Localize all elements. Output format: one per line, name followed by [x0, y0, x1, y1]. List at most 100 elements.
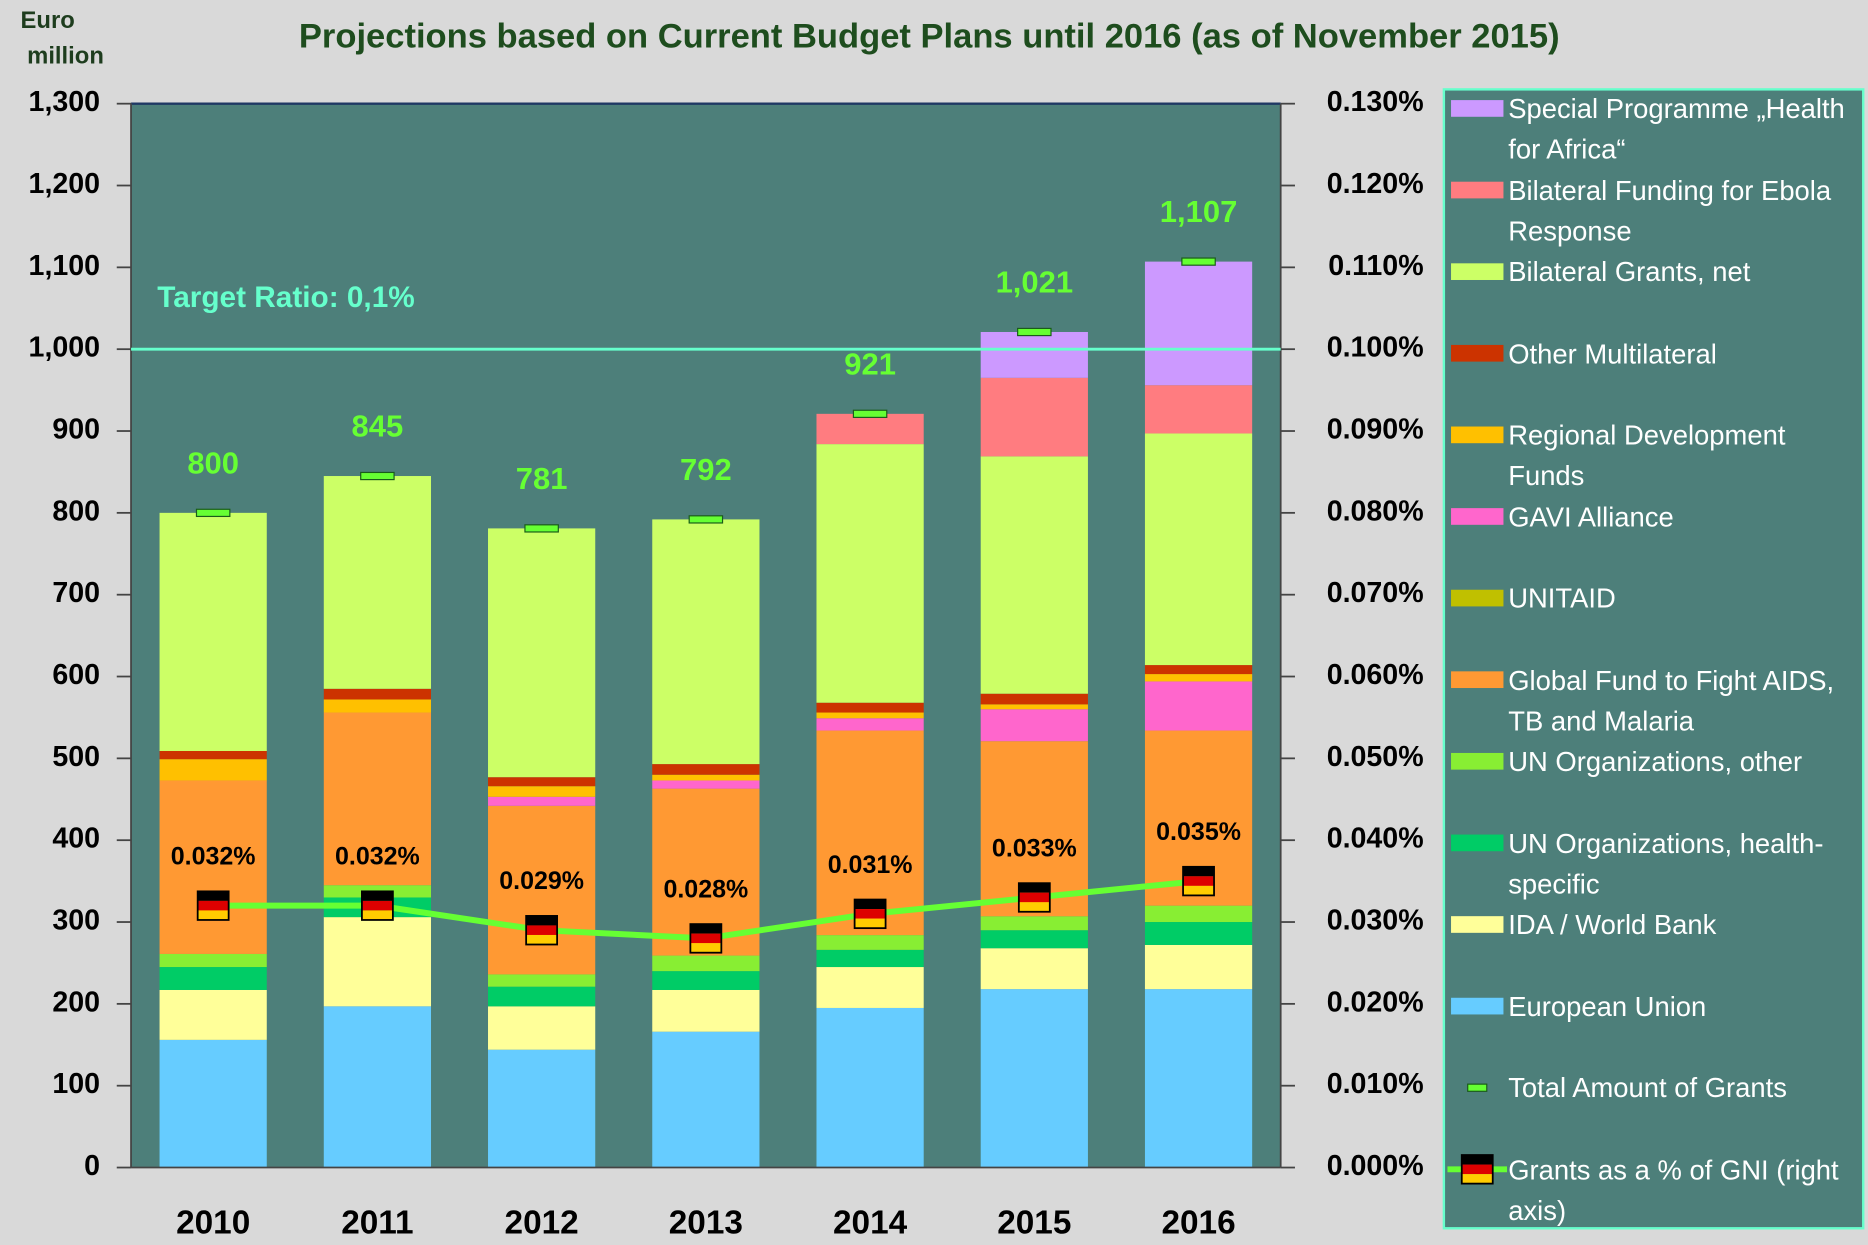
bar-segment [488, 528, 596, 778]
bar-segment [980, 704, 1088, 710]
legend-label: Grants as a % of GNI (right axis) [1508, 1153, 1839, 1226]
y-tick-label: 1,100 [29, 250, 101, 282]
flag-border [361, 890, 394, 921]
y2-tick-label: 0.090% [1327, 414, 1424, 446]
legend-entry: UNITAID [1508, 582, 1616, 614]
legend-swatch [1451, 508, 1504, 525]
bar-segment [980, 709, 1088, 742]
bar-segment [488, 805, 596, 975]
legend-swatch [1451, 997, 1504, 1015]
flag-black [197, 891, 229, 901]
flag-border [1182, 865, 1215, 897]
total-label: 845 [352, 409, 404, 444]
legend-entry: UN Organizations, other [1508, 745, 1803, 777]
flag-red [1461, 1164, 1493, 1175]
gni-label: 0.031% [828, 851, 913, 879]
total-marker [852, 409, 888, 419]
legend-label: GAVI Alliance [1508, 500, 1674, 532]
y2-tick-label: 0.110% [1328, 250, 1423, 282]
y2-tick-label: 0.100% [1327, 332, 1424, 364]
bar-segment [1144, 674, 1253, 682]
flag-black [361, 891, 393, 901]
legend-entry: IDA / World Bank [1508, 909, 1716, 940]
legend-label: Global Fund to Fight AIDS, TB and Malari… [1508, 664, 1835, 736]
bar-segment [1144, 433, 1253, 666]
bar-segment [652, 764, 760, 775]
gni-marker [689, 923, 723, 954]
legend-swatch [1467, 1083, 1488, 1092]
y2-tick-label: 0.040% [1327, 823, 1424, 855]
legend-swatch [1451, 100, 1504, 117]
legend-label: UN Organizations, other [1508, 745, 1803, 777]
flag-red [197, 900, 229, 911]
bar-segment [816, 444, 924, 703]
y2-tick-label: 0.060% [1327, 659, 1424, 691]
total-label: 921 [844, 346, 896, 381]
bar-segment [980, 930, 1088, 949]
x-tick-label: 2011 [341, 1205, 413, 1242]
total-marker [360, 471, 395, 481]
bar-segment [488, 986, 596, 1007]
total-marker [524, 524, 559, 533]
legend-swatch [1451, 426, 1504, 444]
gni-label: 0.035% [1156, 818, 1241, 846]
y-tick-label: 1,200 [29, 168, 101, 200]
total-label: 1,021 [996, 265, 1074, 300]
flag-red [1018, 892, 1050, 903]
bar-segment [1144, 922, 1253, 945]
chart-title: Projections based on Current Budget Plan… [299, 17, 1560, 55]
bar-segment [323, 688, 432, 700]
total-marker [1181, 257, 1216, 266]
legend-swatch [1451, 344, 1504, 362]
legend-label: Regional Development Funds [1508, 419, 1786, 491]
bar-segment [816, 712, 924, 719]
bar-segment [159, 780, 267, 954]
bar-segment [323, 712, 432, 886]
bar-segment [980, 916, 1088, 931]
flag-gold [690, 943, 722, 953]
flag-red [361, 900, 393, 911]
flag-red [526, 925, 558, 935]
legend-entry: Special Programme „Health for Africa“ [1508, 93, 1845, 164]
bar-segment [980, 989, 1088, 1168]
y-tick-label: 100 [52, 1068, 100, 1100]
bar-segment [488, 1006, 596, 1050]
bar-segment [323, 917, 432, 1007]
bar-segment [1144, 681, 1253, 731]
bar-segment [159, 967, 267, 990]
bar-segment [980, 331, 1088, 378]
bar-segment [488, 1049, 596, 1168]
x-tick-label: 2010 [176, 1205, 250, 1242]
x-tick-label: 2014 [833, 1205, 908, 1242]
total-label: 1,107 [1160, 194, 1238, 229]
legend-label: Total Amount of Grants [1508, 1072, 1787, 1104]
bar-segment [816, 967, 924, 1008]
bar-segment [488, 974, 596, 987]
legend-swatch [1451, 589, 1504, 607]
bar-segment [488, 786, 596, 797]
y2-tick-label: 0.000% [1327, 1150, 1424, 1182]
bar-segment [816, 935, 924, 950]
gni-label: 0.032% [335, 843, 420, 871]
y-axis-label: Euro [21, 7, 75, 34]
y2-tick-label: 0.080% [1327, 495, 1424, 527]
bar-segment [159, 750, 267, 760]
total-label: 800 [187, 445, 239, 480]
legend-label: Other Multilateral [1508, 337, 1717, 369]
y-axis-label: million [27, 43, 104, 70]
x-tick-label: 2012 [505, 1205, 579, 1242]
y-tick-label: 500 [52, 741, 100, 773]
legend-entry: GAVI Alliance [1508, 500, 1674, 532]
legend-swatch [1451, 916, 1504, 933]
bar-segment [816, 413, 924, 445]
y2-tick-label: 0.050% [1327, 741, 1424, 773]
bar-segment [980, 456, 1088, 694]
legend-label: UNITAID [1508, 582, 1616, 614]
flag-gold [361, 910, 393, 920]
bar-segment [980, 693, 1088, 705]
gni-marker [361, 890, 394, 921]
bar-segment [1144, 905, 1253, 923]
flag-border [525, 915, 559, 946]
bar-segment [1144, 989, 1253, 1168]
